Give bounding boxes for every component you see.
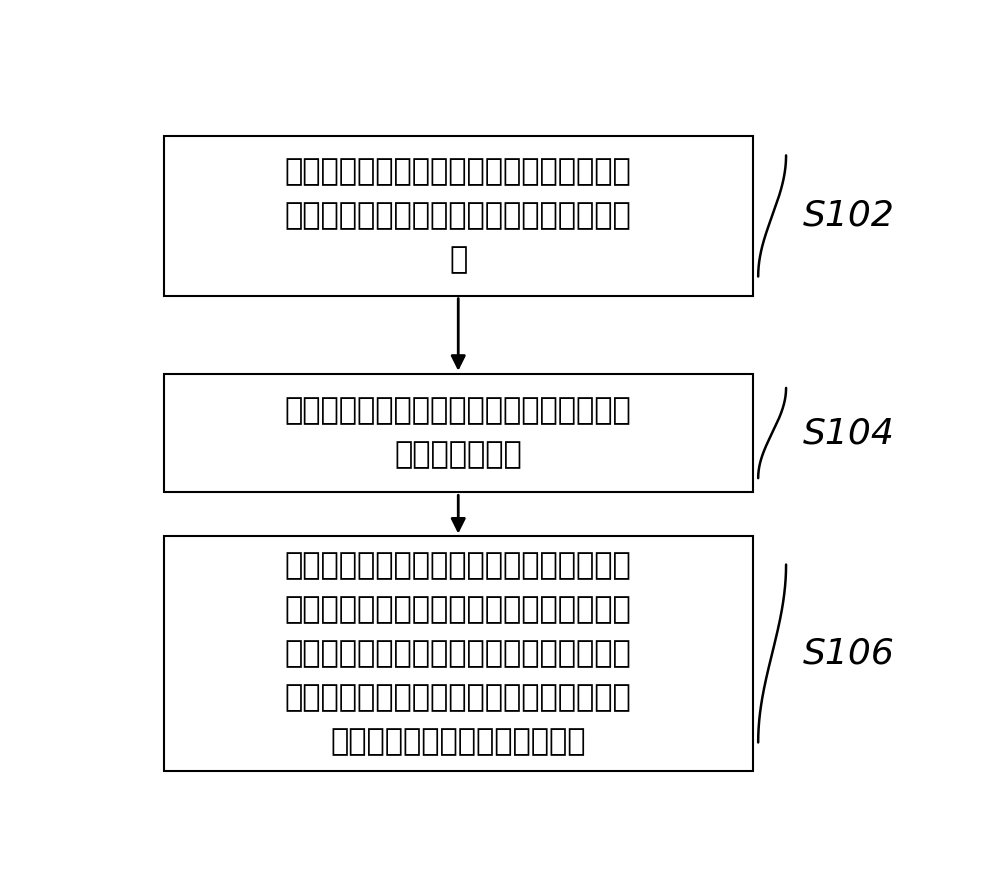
Text: 若检测到上述当前电机转速不等于目标电机
转速，则控制上述空调电机调节当前输出的
脉冲占空比，并继续循环获取上述空调电机
的上述当前电机转速，直至检测到上述当前
: 若检测到上述当前电机转速不等于目标电机 转速，则控制上述空调电机调节当前输出的 … bbox=[285, 552, 632, 756]
Text: S106: S106 bbox=[803, 636, 895, 670]
Text: S102: S102 bbox=[803, 199, 895, 233]
Text: 基于上述电机反馈脉冲数确定上述空调电机
的当前电机转速: 基于上述电机反馈脉冲数确定上述空调电机 的当前电机转速 bbox=[285, 396, 632, 470]
FancyBboxPatch shape bbox=[164, 137, 753, 296]
FancyBboxPatch shape bbox=[164, 537, 753, 771]
Text: 接收空调电机的反馈信号，其中，上述反馈
信号中携带有上述空调电机的电机反馈脉冲
数: 接收空调电机的反馈信号，其中，上述反馈 信号中携带有上述空调电机的电机反馈脉冲 … bbox=[285, 158, 632, 274]
Text: S104: S104 bbox=[803, 416, 895, 450]
FancyBboxPatch shape bbox=[164, 374, 753, 492]
